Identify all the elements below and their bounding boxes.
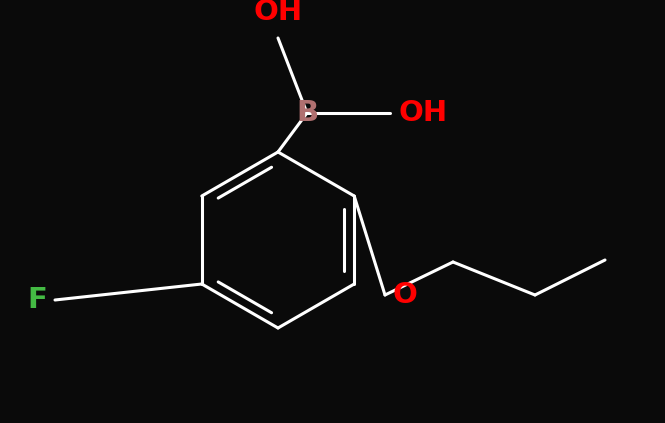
Text: OH: OH — [253, 0, 303, 26]
Text: B: B — [296, 99, 318, 127]
Text: O: O — [393, 281, 418, 309]
Text: OH: OH — [398, 99, 447, 127]
Text: F: F — [27, 286, 47, 314]
